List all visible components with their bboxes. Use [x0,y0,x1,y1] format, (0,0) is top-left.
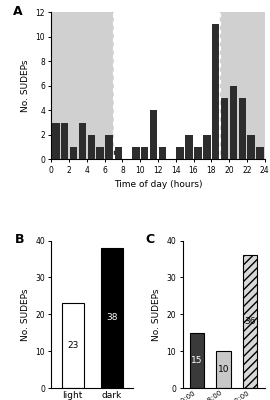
Bar [132,147,140,160]
Bar [230,86,237,160]
Bar [212,24,220,160]
Bar [216,351,231,388]
Text: 23: 23 [67,341,79,350]
Bar [220,12,265,160]
Text: C: C [146,233,155,246]
Bar [79,122,86,160]
Bar [194,147,202,160]
Text: 36: 36 [244,317,256,326]
Bar [62,303,83,388]
Bar [185,135,193,160]
Text: 38: 38 [106,314,118,322]
Bar [70,147,77,160]
Bar [51,12,113,160]
Bar [52,122,59,160]
Text: 15: 15 [191,356,203,365]
Bar [61,122,68,160]
Bar [87,135,95,160]
Bar [176,147,184,160]
Bar [141,147,148,160]
Y-axis label: No. SUDEPs: No. SUDEPs [21,288,30,340]
Bar [114,147,122,160]
Text: 10: 10 [218,365,229,374]
Bar [239,98,246,160]
Bar [150,110,157,160]
Bar [101,248,123,388]
Bar [105,135,113,160]
Bar [158,147,166,160]
Bar [243,255,257,388]
Y-axis label: No. SUDEPs: No. SUDEPs [152,288,161,340]
Bar [256,147,264,160]
Bar [248,135,255,160]
Bar [221,98,228,160]
Bar [96,147,104,160]
Y-axis label: No. SUDEPs: No. SUDEPs [21,60,30,112]
X-axis label: Time of day (hours): Time of day (hours) [114,180,202,189]
Text: A: A [13,5,22,18]
Bar [113,12,220,160]
Bar [190,333,204,388]
Bar [203,135,211,160]
Text: B: B [14,233,24,246]
